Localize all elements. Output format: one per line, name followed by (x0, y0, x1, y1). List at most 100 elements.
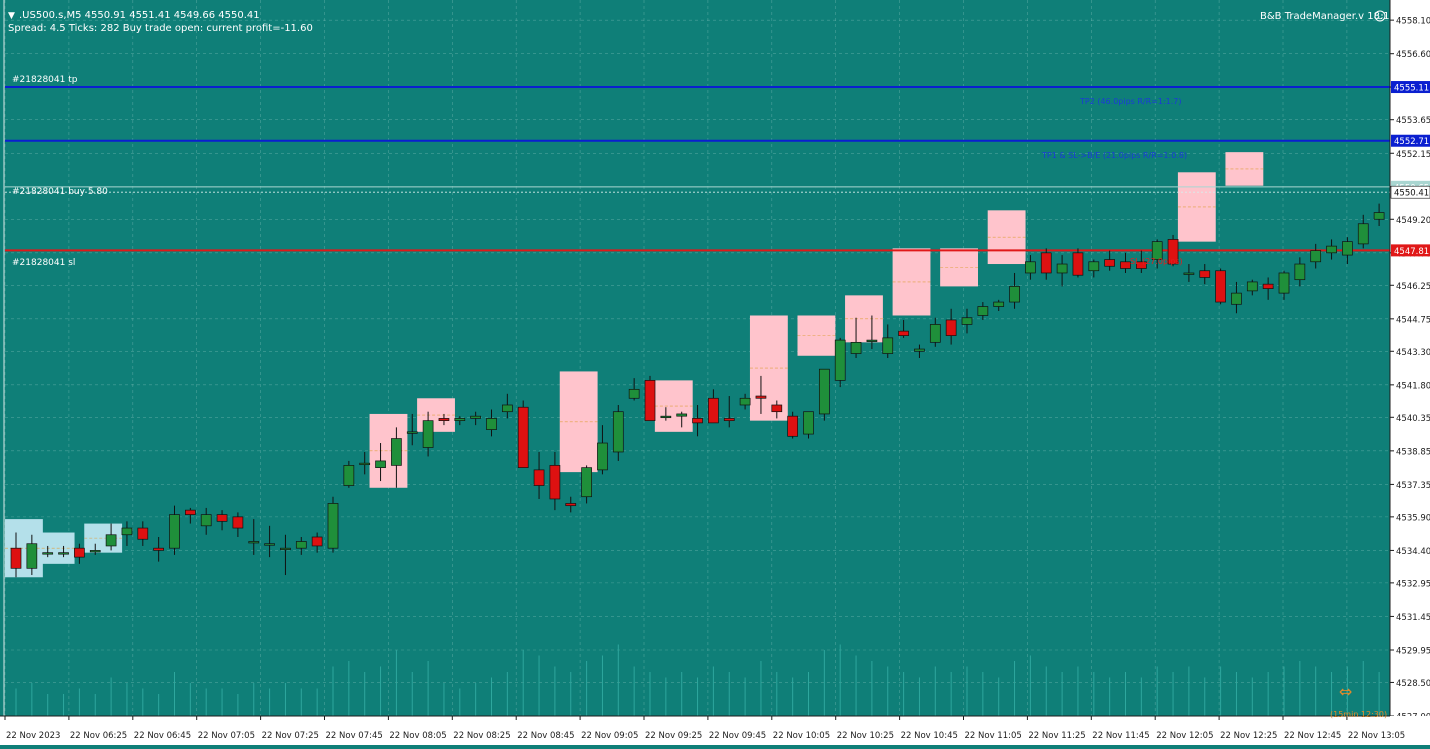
price-tick-label: 4531.45 (1396, 613, 1430, 623)
candle-body[interactable] (929, 324, 941, 343)
candle-body[interactable] (121, 527, 133, 536)
candle-body[interactable] (502, 404, 513, 413)
candle-body[interactable] (454, 418, 466, 422)
candle-body[interactable] (1357, 223, 1369, 245)
candle-body[interactable] (914, 348, 925, 352)
candle-body[interactable] (581, 467, 592, 498)
candle-body[interactable] (169, 514, 180, 549)
candle-body[interactable] (597, 442, 608, 471)
candle-body[interactable] (818, 368, 830, 415)
candle-body[interactable] (708, 397, 719, 424)
candle-body[interactable] (216, 514, 228, 522)
candle-body[interactable] (1373, 212, 1385, 220)
candle-body[interactable] (375, 460, 386, 468)
candle-body[interactable] (882, 337, 894, 354)
candle-body[interactable] (866, 339, 878, 342)
candle-body[interactable] (1278, 272, 1290, 294)
candle-body[interactable] (945, 319, 957, 336)
candle-body[interactable] (898, 330, 909, 336)
candle-body[interactable] (1009, 286, 1020, 303)
candle-body[interactable] (660, 415, 672, 419)
candle-body[interactable] (391, 438, 402, 466)
timeframe-badge[interactable]: ⇔ (15min 12:30) (1330, 682, 1387, 719)
candle-body[interactable] (565, 503, 577, 507)
candle-body[interactable] (264, 543, 275, 546)
candle-body[interactable] (723, 418, 735, 422)
time-tick-label: 22 Nov 10:25 (837, 731, 894, 741)
candle-body[interactable] (834, 339, 846, 381)
price-axis[interactable] (1389, 0, 1430, 716)
candle-body[interactable] (628, 388, 640, 399)
candle-body[interactable] (280, 547, 291, 551)
candle-body[interactable] (359, 462, 371, 466)
candle-body[interactable] (58, 552, 69, 555)
candle-body[interactable] (295, 541, 307, 549)
candle-body[interactable] (850, 341, 862, 354)
candle-body[interactable] (1088, 261, 1100, 272)
candle-body[interactable] (1151, 241, 1163, 260)
candle-body[interactable] (1120, 261, 1131, 269)
smiley-icon[interactable] (1374, 10, 1386, 22)
candle-body[interactable] (644, 380, 656, 422)
candle-body[interactable] (1135, 261, 1147, 269)
candle-body[interactable] (1056, 263, 1068, 274)
candle-body[interactable] (406, 431, 418, 434)
left-right-arrow-icon[interactable]: ⇔ (1339, 682, 1352, 701)
candle-body[interactable] (200, 514, 212, 527)
candle-body[interactable] (517, 406, 529, 468)
candle-body[interactable] (1342, 241, 1353, 256)
candle-body[interactable] (10, 547, 22, 569)
candle-body[interactable] (105, 534, 117, 547)
candle-body[interactable] (1167, 239, 1179, 265)
time-axis[interactable] (0, 715, 1430, 745)
candle-body[interactable] (343, 465, 355, 486)
candle-body[interactable] (1104, 259, 1116, 267)
candle-body[interactable] (470, 415, 481, 419)
candle-body[interactable] (1183, 272, 1195, 275)
candle-body[interactable] (422, 420, 434, 448)
candle-body[interactable] (438, 418, 450, 422)
candle-body[interactable] (612, 411, 624, 453)
candle-body[interactable] (961, 317, 973, 325)
candle-body[interactable] (1326, 245, 1337, 254)
candle-body[interactable] (1262, 283, 1274, 289)
candle-body[interactable] (1246, 281, 1258, 292)
candle-body[interactable] (1310, 250, 1322, 263)
candle-body[interactable] (1025, 261, 1036, 274)
price-tag-sl-text: 4547.81 (1394, 247, 1429, 257)
candle-body[interactable] (1072, 252, 1084, 276)
candle-body[interactable] (185, 509, 196, 515)
candle-body[interactable] (26, 543, 38, 569)
candle-body[interactable] (549, 465, 561, 500)
candle-body[interactable] (787, 415, 799, 437)
candle-body[interactable] (739, 397, 751, 406)
candle-body[interactable] (977, 306, 989, 316)
candle-body[interactable] (1215, 270, 1226, 303)
candle-body[interactable] (755, 395, 767, 399)
candle-body[interactable] (803, 411, 814, 435)
price-tick-label: 4541.80 (1396, 381, 1430, 391)
candle-body[interactable] (137, 527, 149, 540)
candle-body[interactable] (327, 503, 339, 549)
candle-body[interactable] (692, 418, 703, 424)
candle-body[interactable] (311, 536, 323, 547)
candle-body[interactable] (1294, 263, 1306, 281)
candle-body[interactable] (676, 413, 688, 417)
candle-body[interactable] (1231, 292, 1242, 305)
candle-body[interactable] (993, 301, 1005, 307)
candle-body[interactable] (771, 404, 783, 413)
candle-body[interactable] (89, 550, 101, 553)
candle-body[interactable] (533, 469, 545, 486)
candle-body[interactable] (153, 547, 164, 551)
price-tick-label: 4532.95 (1396, 579, 1430, 589)
candle-body[interactable] (248, 541, 260, 544)
candle-body[interactable] (1199, 270, 1211, 278)
candle-body[interactable] (1040, 252, 1052, 274)
candle-body[interactable] (42, 552, 54, 555)
candle-body[interactable] (486, 418, 497, 430)
candle-body[interactable] (232, 516, 244, 529)
candle-body[interactable] (74, 547, 85, 558)
dropdown-arrow-icon[interactable]: ▼ (8, 11, 15, 21)
